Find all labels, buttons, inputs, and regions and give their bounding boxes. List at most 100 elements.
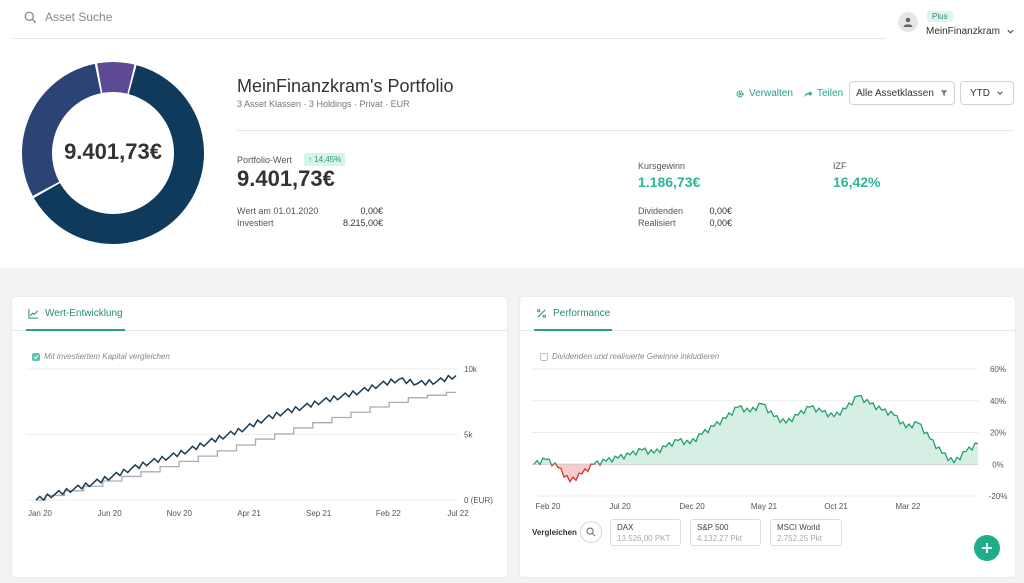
y-tick-label: 5k (464, 431, 473, 440)
card-header: Wert-Entwicklung (12, 297, 507, 331)
start-value: 0,00€ (360, 206, 383, 216)
izf-value: 16,42% (833, 174, 881, 190)
period-label: YTD (970, 87, 990, 99)
avatar[interactable] (898, 11, 918, 32)
search-icon (586, 527, 596, 537)
user-icon (903, 17, 913, 27)
add-button[interactable] (974, 535, 1000, 561)
compare-value: 4.132,27 Pkt (697, 534, 742, 543)
tab-label: Wert-Entwicklung (45, 307, 123, 319)
performance-chart[interactable]: 60% 40% 20% 0% -20% Feb 20 Jul 20 Dec 20 May 21 O… (520, 297, 1015, 577)
tab-performance[interactable]: Performance (534, 297, 613, 331)
x-tick-label: May 21 (751, 502, 778, 511)
search-placeholder: Asset Suche (45, 10, 113, 24)
compare-dax[interactable]: DAX 13.526,00 PKT (610, 519, 681, 546)
value-chart[interactable]: 10k 5k 0 (EUR) Jan 20 Jun 20 Nov 20 Apr 21 Sep … (12, 297, 507, 577)
x-tick-label: Jul 22 (447, 509, 469, 518)
y-tick-label: 0% (992, 460, 1004, 469)
y-tick-label: 0 (EUR) (464, 496, 493, 505)
compare-name: DAX (617, 523, 634, 532)
tab-label: Performance (553, 307, 611, 319)
include-dividends-checkbox[interactable]: Dividenden und realisierte Gewinne inklu… (540, 352, 719, 361)
invested-capital-line (36, 391, 456, 501)
dividends-value: 0,00€ (709, 206, 732, 216)
compare-value: 2.752,25 Pkt (777, 534, 822, 543)
checkbox-label: Mit investiertem Kapital vergleichen (44, 352, 170, 361)
search-divider (12, 38, 886, 39)
search-input[interactable]: Asset Suche (24, 10, 112, 24)
izf-label: IZF (833, 161, 847, 171)
y-tick-label: 20% (990, 429, 1006, 438)
page-title: MeinFinanzkram's Portfolio (237, 76, 454, 96)
y-tick-label: 10k (464, 365, 478, 374)
tab-value-development[interactable]: Wert-Entwicklung (26, 297, 125, 331)
compare-search-button[interactable] (580, 521, 602, 543)
line-chart-icon (28, 308, 39, 319)
x-tick-label: Feb 20 (536, 502, 561, 511)
y-tick-label: 60% (990, 365, 1006, 374)
value-development-card: Wert-Entwicklung Mit investiertem Kapita… (12, 297, 507, 577)
checkbox[interactable] (540, 352, 548, 361)
plus-icon (982, 543, 992, 553)
share-label: Teilen (817, 88, 844, 99)
compare-invested-checkbox[interactable]: Mit investiertem Kapital vergleichen (32, 352, 170, 361)
asset-class-filter[interactable]: Alle Assetklassen (849, 81, 955, 105)
compare-msci-world[interactable]: MSCI World 2.752,25 Pkt (770, 519, 842, 546)
gear-icon (736, 89, 744, 98)
x-tick-label: Oct 21 (824, 502, 848, 511)
period-select[interactable]: YTD (960, 81, 1014, 105)
x-tick-label: Apr 21 (237, 509, 261, 518)
x-tick-label: Jan 20 (28, 509, 53, 518)
y-tick-label: -20% (989, 492, 1008, 501)
kursgewinn-value: 1.186,73€ (638, 174, 701, 190)
x-tick-label: Feb 22 (376, 509, 401, 518)
x-tick-label: Jul 20 (609, 502, 631, 511)
gain-area (534, 395, 978, 465)
share-button[interactable]: Teilen (803, 88, 843, 99)
performance-line (533, 394, 979, 465)
change-value: 14,45% (314, 155, 342, 164)
compare-label: Vergleichen (532, 528, 577, 537)
dividends-label: Dividenden (638, 206, 684, 216)
donut-total: 9.401,73€ (64, 139, 162, 164)
x-tick-label: Jun 20 (98, 509, 123, 518)
search-icon (24, 11, 37, 23)
plan-badge: Plus (927, 11, 953, 22)
realized-value: 0,00€ (709, 218, 732, 228)
x-tick-label: Mar 22 (896, 502, 921, 511)
start-value-label: Wert am 01.01.2020 (237, 206, 319, 216)
compare-sp500[interactable]: S&P 500 4.132,27 Pkt (690, 519, 761, 546)
percent-icon (537, 308, 546, 318)
manage-label: Verwalten (749, 88, 793, 99)
portfolio-value-label: Portfolio-Wert (237, 155, 292, 165)
manage-button[interactable]: Verwalten (735, 88, 793, 99)
checkbox[interactable] (32, 352, 40, 361)
x-tick-label: Dec 20 (679, 502, 705, 511)
allocation-donut[interactable] (18, 58, 208, 248)
compare-name: MSCI World (777, 523, 820, 532)
realized-label: Realisiert (638, 218, 676, 228)
change-badge: ↑ 14,45% (304, 153, 346, 166)
share-icon (804, 90, 813, 97)
donut-segment-2[interactable] (20, 60, 206, 246)
x-tick-label: Sep 21 (306, 509, 332, 518)
header-divider (237, 130, 1014, 131)
check-icon (33, 354, 39, 359)
chevron-down-icon[interactable] (1006, 27, 1015, 36)
compare-name: S&P 500 (697, 523, 729, 532)
card-header: Performance (520, 297, 1015, 331)
y-tick-label: 40% (990, 397, 1006, 406)
portfolio-subtitle: 3 Asset Klassen · 3 Holdings · Privat · … (237, 99, 410, 109)
invested-label: Investiert (237, 218, 274, 228)
compare-value: 13.526,00 PKT (617, 534, 671, 543)
portfolio-header: Asset Suche Plus MeinFinanzkram 9.401,73… (0, 0, 1024, 268)
user-name: MeinFinanzkram (926, 26, 1000, 37)
kursgewinn-label: Kursgewinn (638, 161, 686, 171)
performance-card: Performance Dividenden und realisierte G… (520, 297, 1015, 577)
portfolio-value: 9.401,73€ (237, 166, 335, 191)
chevron-down-icon (997, 91, 1003, 95)
x-tick-label: Nov 20 (167, 509, 193, 518)
user-menu[interactable]: Plus MeinFinanzkram (898, 6, 1015, 37)
filter-icon (940, 90, 948, 97)
loss-area (534, 464, 978, 482)
